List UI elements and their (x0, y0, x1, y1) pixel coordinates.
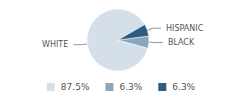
svg-text:BLACK: BLACK (168, 38, 195, 47)
svg-text:6.3%: 6.3% (172, 82, 195, 92)
svg-text:HISPANIC: HISPANIC (166, 24, 204, 33)
svg-text:87.5%: 87.5% (61, 82, 90, 92)
svg-text:6.3%: 6.3% (119, 82, 142, 92)
svg-text:WHITE: WHITE (42, 40, 68, 49)
